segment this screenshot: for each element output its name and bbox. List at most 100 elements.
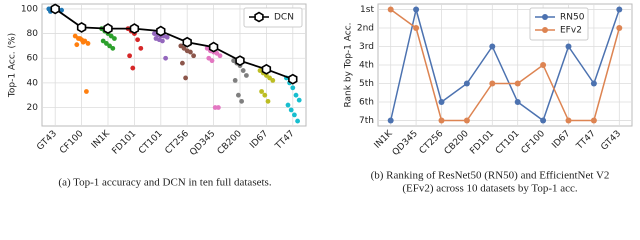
line-marker [514, 80, 521, 87]
x-tick-label: CT256 [418, 129, 446, 157]
line-marker [514, 98, 521, 105]
data-point [265, 98, 271, 104]
x-tick-label: ID67 [550, 129, 572, 151]
line-marker [540, 62, 547, 68]
line-marker [590, 80, 597, 87]
x-tick-label: ID67 [248, 129, 270, 151]
data-point [110, 45, 116, 51]
line-marker [387, 117, 394, 124]
x-tick-label: QD345 [391, 129, 420, 158]
y-tick-label: 5th [359, 79, 374, 89]
y-tick-label: 2nd [357, 24, 374, 34]
y-tick-label: 100 [21, 4, 38, 14]
x-tick-label: IN1K [90, 128, 113, 151]
data-point [209, 58, 215, 64]
x-tick-label: CF100 [58, 129, 86, 157]
line-marker [616, 6, 623, 13]
line-marker [489, 43, 496, 50]
x-tick-label: CF100 [520, 129, 548, 157]
data-point [216, 105, 221, 110]
legend-marker [254, 11, 264, 23]
line-marker [438, 98, 445, 105]
x-tick-label: CB200 [216, 129, 244, 157]
x-tick-label: IN1K [373, 128, 396, 151]
data-point [188, 49, 193, 55]
data-point [77, 36, 83, 41]
x-tick-label: FD101 [111, 129, 139, 157]
y-axis-label: Rank by Top-1 Acc. [344, 22, 354, 107]
legend-label: EFv2 [560, 26, 582, 36]
data-point [240, 68, 246, 73]
data-point [232, 78, 238, 83]
data-point [130, 65, 136, 71]
y-axis-label: Top-1 Acc. (%) [8, 33, 18, 98]
x-tick-label: CT101 [137, 129, 165, 157]
data-point [292, 112, 297, 118]
data-point [74, 42, 80, 48]
y-tick-label: 7th [359, 116, 374, 126]
y-tick-label: 6th [359, 97, 374, 107]
dcn-marker [103, 23, 113, 35]
data-point [290, 85, 296, 91]
data-point [259, 89, 264, 94]
data-point [127, 53, 132, 59]
y-tick-label: 3rd [359, 42, 374, 52]
x-tick-label: TT47 [273, 129, 297, 153]
y-tick-label: 4th [359, 61, 374, 71]
data-point [164, 34, 170, 40]
x-tick-label: GT43 [35, 129, 59, 153]
line-marker [590, 117, 597, 124]
data-point [59, 7, 64, 13]
data-point [295, 118, 300, 124]
legend-label: DCN [274, 13, 294, 23]
data-point [262, 92, 268, 98]
data-point [244, 73, 249, 78]
dcn-marker [50, 3, 60, 15]
data-point [296, 97, 302, 103]
x-tick-label: CT256 [164, 129, 192, 157]
data-point [191, 53, 197, 59]
y-tick-label: 40 [27, 78, 39, 88]
caption: (a) Top-1 accuracy and DCN in ten full d… [58, 177, 271, 189]
dcn-marker [129, 23, 140, 35]
legend-marker [542, 27, 548, 33]
data-point [163, 55, 169, 61]
data-point [293, 92, 299, 98]
line-marker [489, 80, 496, 87]
x-tick-label: GT43 [599, 129, 623, 153]
data-point [217, 53, 223, 59]
dcn-marker [288, 73, 298, 85]
line-marker [413, 6, 420, 13]
dcn-marker [156, 25, 166, 37]
line-marker [387, 6, 394, 13]
legend-label: RN50 [560, 13, 585, 23]
data-point [183, 75, 189, 81]
data-point [180, 60, 185, 66]
series-line [389, 9, 621, 122]
data-point [239, 98, 245, 104]
line-marker [616, 25, 623, 32]
data-point [285, 102, 291, 108]
data-point [112, 36, 117, 41]
y-tick-label: 80 [27, 29, 39, 39]
data-point [84, 89, 89, 94]
line-marker [463, 80, 470, 87]
series-line [54, 8, 294, 81]
dcn-marker [235, 55, 245, 67]
y-tick-label: 1st [360, 5, 374, 15]
line-marker [438, 117, 445, 124]
y-tick-label: 20 [27, 103, 39, 113]
dcn-marker [208, 41, 219, 53]
line-marker [413, 25, 420, 32]
caption: (b) Ranking of ResNet50 (RN50) and Effic… [371, 170, 610, 182]
data-point [138, 45, 144, 51]
line-marker [565, 117, 572, 124]
data-point [85, 41, 91, 46]
x-tick-label: CB200 [443, 129, 471, 157]
x-tick-label: TT47 [574, 129, 598, 153]
dcn-marker [76, 21, 87, 33]
data-point [270, 78, 276, 83]
data-point [135, 37, 141, 43]
data-point [160, 38, 165, 44]
